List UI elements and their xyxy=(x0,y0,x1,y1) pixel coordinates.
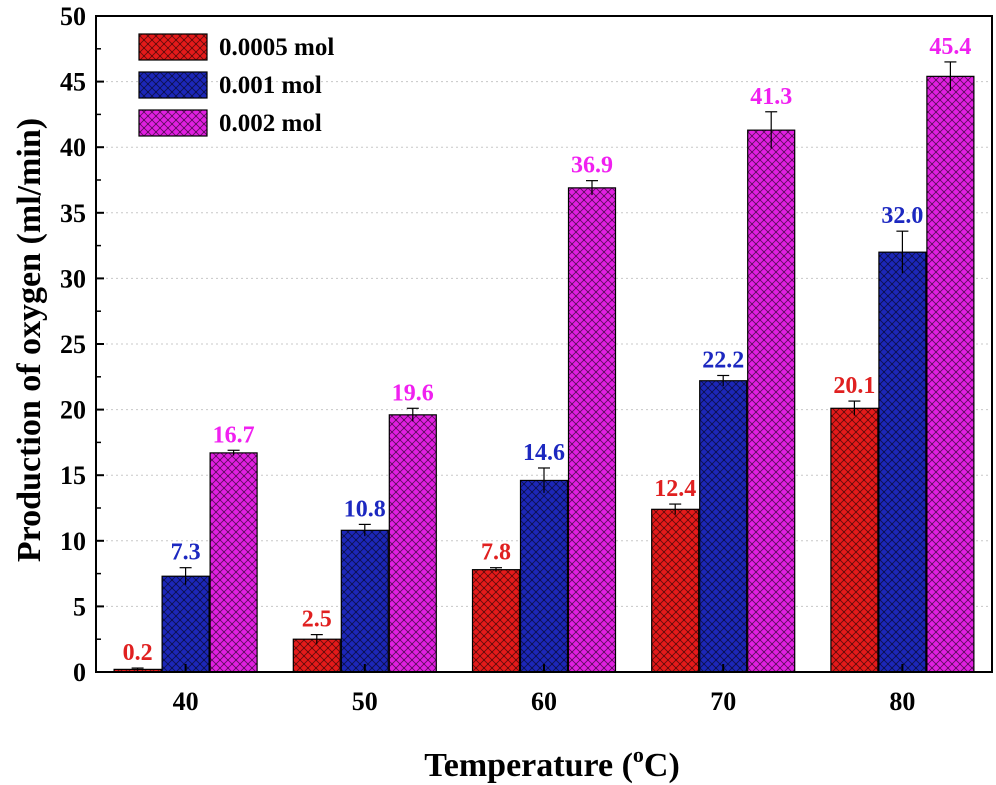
y-tick-label-0: 0 xyxy=(73,658,86,687)
bar-hatch-1-2 xyxy=(519,479,569,673)
y-tick-label-2: 10 xyxy=(60,527,86,556)
y-tick-label-3: 15 xyxy=(60,461,86,490)
data-label-1-4: 32.0 xyxy=(881,203,923,229)
bar-hatch-1-4 xyxy=(878,251,927,673)
x-axis-title-unit: C) xyxy=(644,747,680,784)
data-label-2-4: 45.4 xyxy=(929,34,971,60)
data-label-2-3: 41.3 xyxy=(750,84,792,110)
legend: 0.0005 mol 0.001 mol 0.002 mol xyxy=(138,33,334,137)
x-tick-label-0: 40 xyxy=(173,687,199,716)
y-tick-label-7: 35 xyxy=(60,199,86,228)
y-tick-label-9: 45 xyxy=(60,68,86,97)
data-labels: 0.2 7.3 16.7 2.5 10.8 19.6 7.8 14.6 36.9 12.4 22.2… xyxy=(123,34,972,666)
error-bars xyxy=(131,61,957,671)
bar-hatch-0-1 xyxy=(292,638,341,673)
bar-hatch-1-1 xyxy=(340,529,389,673)
bar-hatch-2-0 xyxy=(209,452,258,673)
bar-hatch-0-3 xyxy=(651,508,700,673)
y-axis-title: Production of oxygen (ml/min) xyxy=(11,118,48,562)
bar-hatch-2-2 xyxy=(567,187,617,673)
data-label-1-3: 22.2 xyxy=(702,347,744,373)
y-tick-label-4: 20 xyxy=(60,396,86,425)
legend-swatch-hatch-1 xyxy=(138,71,208,99)
axes: 0 5 10 15 20 25 30 35 40 45 50 40 50 60 70 80 xyxy=(60,2,993,716)
x-tick-label-1: 50 xyxy=(352,687,378,716)
x-tick-label-3: 70 xyxy=(710,687,736,716)
legend-label-2: 0.002 mol xyxy=(219,110,322,137)
bar-hatch-1-3 xyxy=(699,380,748,673)
bar-hatch-0-4 xyxy=(830,407,879,673)
bars xyxy=(113,75,975,673)
data-label-2-2: 36.9 xyxy=(571,153,613,179)
data-label-0-4: 20.1 xyxy=(833,373,875,399)
y-tick-label-10: 50 xyxy=(60,2,86,31)
data-label-1-2: 14.6 xyxy=(523,440,565,466)
data-label-0-3: 12.4 xyxy=(654,476,696,502)
bar-hatch-2-4 xyxy=(926,75,975,673)
x-axis-title: Temperature (oC) xyxy=(424,742,680,784)
legend-swatch-hatch-0 xyxy=(138,33,208,61)
x-tick-label-2: 60 xyxy=(531,687,557,716)
y-tick-label-1: 5 xyxy=(73,592,86,621)
legend-label-0: 0.0005 mol xyxy=(219,34,334,61)
x-axis-title-main: Temperature ( xyxy=(424,747,633,784)
data-label-0-1: 2.5 xyxy=(302,607,332,633)
legend-swatch-hatch-2 xyxy=(138,109,208,137)
bar-hatch-1-0 xyxy=(161,575,210,673)
data-label-0-0: 0.2 xyxy=(123,640,153,666)
bar-hatch-2-3 xyxy=(747,129,796,673)
x-axis-title-superscript: o xyxy=(633,742,644,767)
legend-label-1: 0.001 mol xyxy=(219,72,322,99)
data-label-1-1: 10.8 xyxy=(344,496,386,522)
data-label-0-2: 7.8 xyxy=(481,540,511,566)
y-tick-label-5: 25 xyxy=(60,330,86,359)
bar-hatch-0-2 xyxy=(471,569,521,673)
x-tick-label-4: 80 xyxy=(889,687,915,716)
data-label-2-0: 16.7 xyxy=(213,422,255,448)
y-tick-label-6: 30 xyxy=(60,264,86,293)
bar-hatch-2-1 xyxy=(388,414,437,673)
y-tick-label-8: 40 xyxy=(60,133,86,162)
data-label-2-1: 19.6 xyxy=(392,380,434,406)
data-label-1-0: 7.3 xyxy=(171,540,201,566)
